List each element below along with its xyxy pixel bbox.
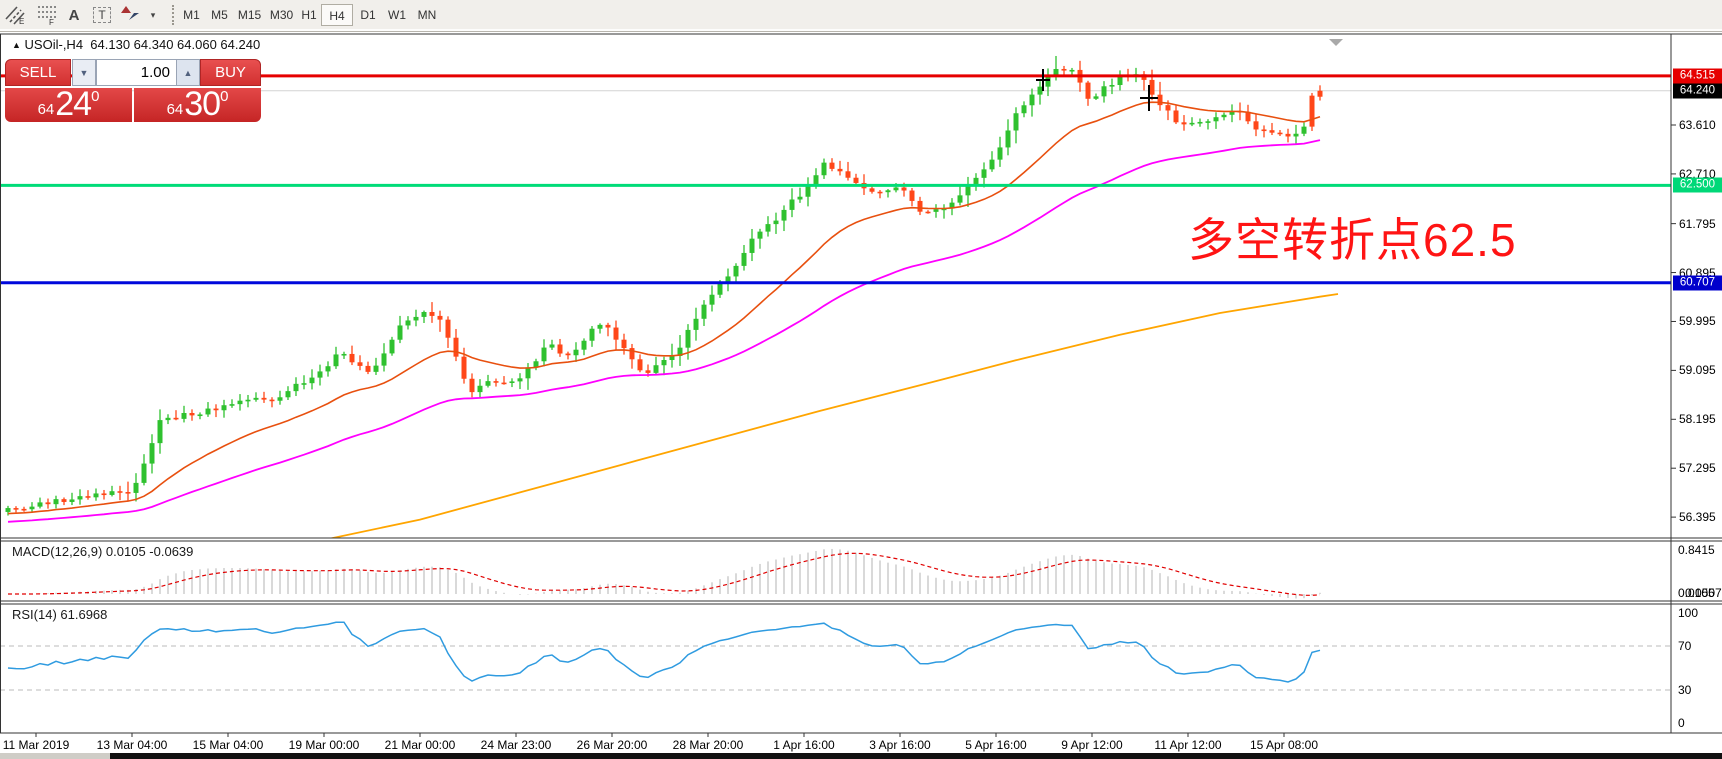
price-badge-62.500: 62.500	[1673, 177, 1722, 193]
price-tick-label: 59.095	[1679, 363, 1716, 378]
symbol-period-label: USOil-,H4	[24, 37, 84, 52]
rsi-axis-label-70: 70	[1678, 639, 1692, 653]
macd-axis-value-a: 0.0105	[1678, 586, 1715, 600]
macd-signal-line	[8, 552, 1321, 596]
sell-button[interactable]: SELL	[5, 59, 71, 86]
svg-text:F: F	[49, 18, 54, 25]
rsi-panel	[0, 621, 1671, 691]
buy-price-small: 64	[166, 101, 184, 118]
toolbar: E F A T ▾ M1 M5 M15 M30 H1 H4 D1 W1 MN	[0, 0, 1722, 32]
sell-price-sup: 0	[91, 88, 100, 105]
ohlc-values: 64.130 64.340 64.060 64.240	[90, 37, 261, 52]
timeframe-button-H1[interactable]: H1	[301, 8, 317, 22]
current-price-badge: 64.240	[1673, 83, 1722, 99]
rsi-axis-label-30: 30	[1678, 683, 1692, 697]
toolbar-grip[interactable]	[172, 5, 174, 25]
window-bottom-edge	[0, 753, 1722, 759]
sell-price-display[interactable]: 64 24 0	[5, 85, 132, 123]
equidistant-channel-icon[interactable]: E	[4, 3, 30, 27]
scroll-to-end-icon[interactable]	[1329, 39, 1343, 46]
rsi-axis-label-100: 100	[1678, 606, 1699, 620]
price-tick-label: 59.995	[1679, 314, 1716, 329]
buy-price-sup: 0	[220, 88, 229, 105]
timeframe-button-MN[interactable]: MN	[417, 8, 437, 22]
volume-decrease-button[interactable]: ▼	[72, 59, 96, 86]
time-axis-label[interactable]: 9 Apr 12:00	[1061, 738, 1123, 752]
macd-axis-value-b: 0.0507	[1685, 586, 1722, 600]
timeframe-button-M1[interactable]: M1	[183, 8, 200, 22]
time-axis-label[interactable]: 11 Mar 2019	[2, 738, 70, 752]
volume-input[interactable]	[96, 59, 177, 86]
ma-fast-line	[7, 101, 1321, 515]
ma-mid-line	[7, 139, 1321, 523]
buy-price-display[interactable]: 64 30 0	[134, 85, 261, 123]
price-tick-label: 61.795	[1679, 216, 1716, 231]
arrows-icon[interactable]	[120, 3, 144, 27]
volume-increase-button[interactable]: ▲	[176, 59, 200, 86]
macd-axis-top: 0.8415	[1678, 543, 1715, 557]
cross-marker[interactable]	[1036, 69, 1050, 91]
timeframe-button-W1[interactable]: W1	[388, 8, 406, 22]
time-axis-label[interactable]: 19 Mar 00:00	[288, 738, 360, 752]
chart-text-annotation: 多空转折点62.5	[1188, 214, 1517, 266]
time-axis-label[interactable]: 13 Mar 04:00	[96, 738, 168, 752]
svg-text:E: E	[19, 17, 24, 25]
timeframe-button-H4[interactable]: H4	[321, 4, 353, 26]
time-axis-label[interactable]: 15 Mar 04:00	[192, 738, 264, 752]
time-axis-label[interactable]: 15 Apr 08:00	[1249, 738, 1319, 752]
timeframe-button-M15[interactable]: M15	[237, 8, 262, 22]
buy-price-big: 30	[184, 85, 221, 123]
collapse-icon[interactable]: ▲	[12, 40, 21, 50]
timeframe-button-D1[interactable]: D1	[360, 8, 376, 22]
window-bottom-corner	[0, 753, 110, 759]
chart-title: ▲ USOil-,H4 64.130 64.340 64.060 64.240	[12, 37, 260, 52]
candlestick-series	[5, 55, 1323, 516]
price-tick-label: 56.395	[1679, 510, 1716, 525]
label-icon[interactable]: T	[90, 3, 114, 27]
price-badge-60.707: 60.707	[1673, 275, 1722, 291]
price-tick-label: 63.610	[1679, 118, 1716, 132]
buy-button[interactable]: BUY	[200, 59, 261, 86]
sell-price-small: 64	[37, 101, 55, 118]
time-axis-label[interactable]: 3 Apr 16:00	[869, 738, 931, 752]
time-axis-label[interactable]: 26 Mar 20:00	[576, 738, 648, 752]
timeframe-button-M30[interactable]: M30	[269, 8, 294, 22]
text-icon[interactable]: A	[68, 6, 80, 24]
macd-panel	[8, 548, 1321, 599]
cross-marker[interactable]	[1140, 85, 1158, 111]
time-axis-label[interactable]: 11 Apr 12:00	[1154, 738, 1222, 752]
price-badge-64.515: 64.515	[1673, 68, 1722, 84]
macd-title: MACD(12,26,9) 0.0105 -0.0639	[12, 544, 194, 559]
time-axis-label[interactable]: 1 Apr 16:00	[773, 738, 835, 752]
rsi-axis-label-0: 0	[1678, 716, 1685, 730]
arrows-dropdown-caret[interactable]: ▾	[150, 9, 156, 20]
price-tick-label: 58.195	[1679, 412, 1716, 427]
main-chart-area	[0, 55, 1671, 538]
time-axis-label[interactable]: 28 Mar 20:00	[672, 738, 744, 752]
time-axis-label[interactable]: 21 Mar 00:00	[384, 738, 456, 752]
sell-price-big: 24	[55, 85, 92, 123]
price-tick-label: 57.295	[1679, 461, 1716, 476]
rsi-line	[7, 621, 1321, 683]
price-tick-label: 62.710	[1679, 166, 1716, 181]
time-axis-label[interactable]: 24 Mar 23:00	[480, 738, 552, 752]
ma-slow-line	[329, 293, 1339, 538]
fibonacci-icon[interactable]: F	[36, 3, 62, 27]
time-axis-label[interactable]: 5 Apr 16:00	[965, 738, 1027, 752]
rsi-title: RSI(14) 61.6968	[12, 607, 108, 622]
timeframe-button-M5[interactable]: M5	[211, 8, 228, 22]
